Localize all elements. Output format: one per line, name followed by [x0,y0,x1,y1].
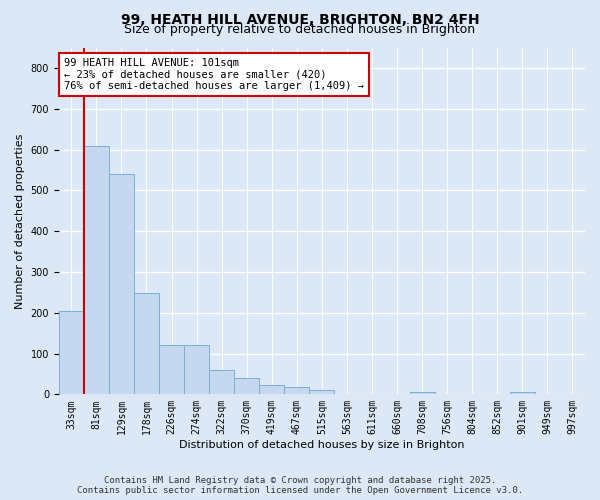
Bar [284,387,310,394]
Bar [234,378,259,394]
Y-axis label: Number of detached properties: Number of detached properties [15,133,25,308]
Bar [159,346,184,395]
X-axis label: Distribution of detached houses by size in Brighton: Distribution of detached houses by size … [179,440,464,450]
Bar [510,392,535,394]
Bar [184,346,209,395]
Text: Contains HM Land Registry data © Crown copyright and database right 2025.
Contai: Contains HM Land Registry data © Crown c… [77,476,523,495]
Bar [109,174,134,394]
Text: Size of property relative to detached houses in Brighton: Size of property relative to detached ho… [124,22,476,36]
Bar [134,293,159,394]
Bar [59,310,84,394]
Text: 99 HEATH HILL AVENUE: 101sqm
← 23% of detached houses are smaller (420)
76% of s: 99 HEATH HILL AVENUE: 101sqm ← 23% of de… [64,58,364,91]
Bar [310,390,334,394]
Bar [84,146,109,394]
Bar [259,386,284,394]
Text: 99, HEATH HILL AVENUE, BRIGHTON, BN2 4FH: 99, HEATH HILL AVENUE, BRIGHTON, BN2 4FH [121,12,479,26]
Bar [410,392,434,394]
Bar [209,370,234,394]
